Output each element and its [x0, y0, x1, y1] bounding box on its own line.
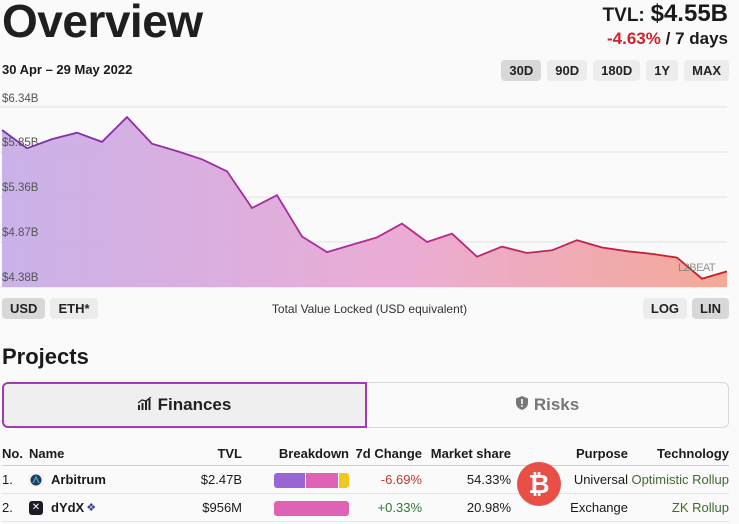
page-title: Overview: [2, 0, 203, 47]
tvl-change: -4.63%: [607, 29, 661, 48]
table-row[interactable]: 1. Arbitrum $2.47B -6.69% 54.33% Univers…: [2, 465, 729, 494]
chart-bars-icon: [137, 395, 152, 415]
breakdown-segment-stablecoins: [274, 500, 349, 516]
tab-risks[interactable]: Risks: [367, 382, 729, 428]
scale-lin-button[interactable]: LIN: [692, 298, 729, 319]
market-share-cell: 54.33%: [422, 465, 511, 494]
projects-table: No. Name TVL Breakdown 7d Change Market …: [2, 443, 729, 522]
tvl-cell: $956M: [159, 493, 242, 522]
breakdown-bar: [274, 500, 349, 516]
range-max-button[interactable]: MAX: [684, 60, 729, 81]
market-share-cell: 20.98%: [422, 493, 511, 522]
technology-cell: ZK Rollup: [628, 493, 729, 522]
col-7d-change[interactable]: 7d Change: [349, 443, 422, 466]
date-range: 30 Apr – 29 May 2022: [2, 62, 133, 77]
tab-finances[interactable]: Finances: [2, 382, 367, 428]
tab-risks-label: Risks: [533, 395, 580, 414]
y-tick-label: $6.34B: [2, 93, 39, 105]
project-name-link[interactable]: dYdX: [51, 500, 85, 515]
y-tick-label: $4.87B: [2, 227, 39, 239]
col-tvl[interactable]: TVL: [159, 443, 242, 466]
tvl-chart[interactable]: $6.34B $5.85B $5.36B $4.87B $4.38B: [0, 90, 739, 290]
arbitrum-logo-icon: [29, 472, 43, 487]
project-name-link[interactable]: Arbitrum: [51, 472, 106, 487]
change-cell: -6.69%: [349, 465, 422, 494]
y-tick-label: $5.85B: [2, 137, 39, 149]
tab-finances-label: Finances: [157, 395, 232, 414]
y-tick-label: $5.36B: [2, 182, 39, 194]
bitcoin-watermark-icon: ₿: [517, 462, 561, 506]
verified-badge-icon: ❖: [86, 502, 97, 514]
projects-heading: Projects: [2, 344, 89, 369]
l2beat-watermark: L2BEAT: [678, 262, 716, 274]
breakdown-segment-stablecoins: [305, 472, 338, 488]
col-name[interactable]: Name: [29, 443, 159, 466]
col-no[interactable]: No.: [2, 443, 29, 466]
col-breakdown: Breakdown: [242, 443, 349, 466]
breakdown-segment-other: [338, 472, 349, 488]
change-cell: +0.33%: [349, 493, 422, 522]
chart-caption: Total Value Locked (USD equivalent): [271, 302, 468, 316]
range-90d-button[interactable]: 90D: [547, 60, 588, 81]
technology-cell: Optimistic Rollup: [628, 465, 729, 494]
range-180d-button[interactable]: 180D: [593, 60, 641, 81]
col-purpose: Purpose: [511, 443, 628, 466]
currency-usd-button[interactable]: USD: [2, 298, 46, 319]
chart-controls: USD ETH* Total Value Locked (USD equival…: [0, 298, 739, 322]
table-row[interactable]: 2. ✕ dYdX ❖ $956M +0.33% 20.98% Exchange…: [2, 493, 729, 522]
col-technology: Technology: [628, 443, 729, 466]
shield-icon: [515, 395, 528, 415]
y-tick-label: $4.38B: [2, 272, 39, 284]
projects-tabs: Finances Risks: [2, 382, 729, 428]
range-30d-button[interactable]: 30D: [501, 60, 542, 81]
breakdown-segment-eth: [274, 472, 305, 488]
row-number: 1.: [2, 465, 29, 494]
scale-log-button[interactable]: LOG: [642, 298, 688, 319]
time-range-selector: 30D 90D 180D 1Y MAX: [501, 60, 729, 81]
tvl-summary: TVL: $4.55B -4.63% / 7 days: [603, 0, 728, 49]
tvl-label: TVL:: [602, 5, 645, 26]
tvl-cell: $2.47B: [159, 465, 242, 494]
tvl-area-chart: [0, 106, 728, 288]
range-1y-button[interactable]: 1Y: [646, 60, 679, 81]
currency-eth-button[interactable]: ETH*: [50, 298, 98, 319]
row-number: 2.: [2, 493, 29, 522]
breakdown-bar: [274, 472, 349, 488]
tvl-change-period: / 7 days: [665, 29, 728, 48]
dydx-logo-icon: ✕: [29, 500, 43, 515]
tvl-value: $4.55B: [650, 0, 728, 27]
col-market-share[interactable]: Market share: [422, 443, 511, 466]
